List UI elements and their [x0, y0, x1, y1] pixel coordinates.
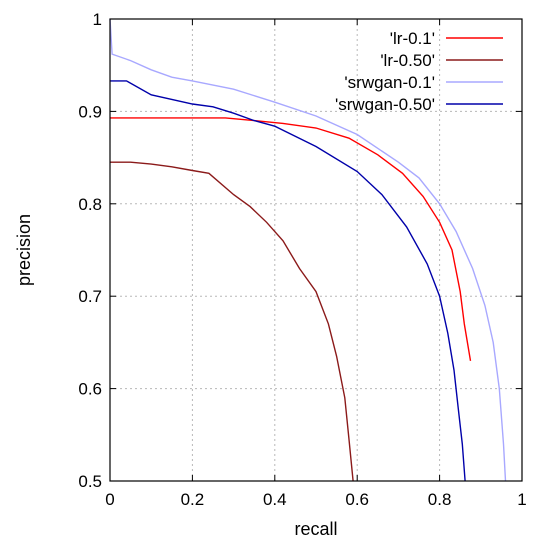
series-line-1	[110, 117, 472, 362]
axis-ticks	[109, 18, 523, 482]
y-tick-label: 0.9	[78, 102, 102, 121]
tick-labels: 0 0.2 0.4 0.6 0.8 1 0.5 0.6 0.7 0.8 0.9 1	[78, 10, 526, 509]
series-line-2	[110, 161, 354, 482]
y-tick-label: 1	[93, 10, 102, 29]
x-tick-label: 0	[105, 490, 114, 509]
x-tick-label: 0.6	[345, 490, 369, 509]
legend-label-2: 'lr-0.50'	[380, 51, 435, 70]
legend-label-3: 'srwgan-0.1'	[344, 73, 435, 92]
y-tick-label: 0.6	[78, 380, 102, 399]
x-tick-label: 0.8	[428, 490, 452, 509]
x-tick-label: 1	[517, 490, 526, 509]
series-line-3	[109, 18, 507, 482]
series-line-4	[110, 80, 466, 482]
grid	[110, 19, 522, 481]
y-tick-label: 0.7	[78, 287, 102, 306]
y-tick-label: 0.5	[78, 472, 102, 491]
series-lines	[109, 18, 507, 482]
x-axis-label: recall	[294, 519, 337, 539]
legend-label-4: 'srwgan-0.50'	[335, 95, 435, 114]
legend: 'lr-0.1' 'lr-0.50' 'srwgan-0.1' 'srwgan-0.5…	[335, 29, 503, 114]
x-tick-label: 0.4	[263, 490, 287, 509]
plot-frame	[109, 18, 523, 482]
legend-label-1: 'lr-0.1'	[390, 29, 435, 48]
y-axis-label: precision	[14, 214, 34, 286]
y-tick-label: 0.8	[78, 195, 102, 214]
x-tick-label: 0.2	[181, 490, 205, 509]
